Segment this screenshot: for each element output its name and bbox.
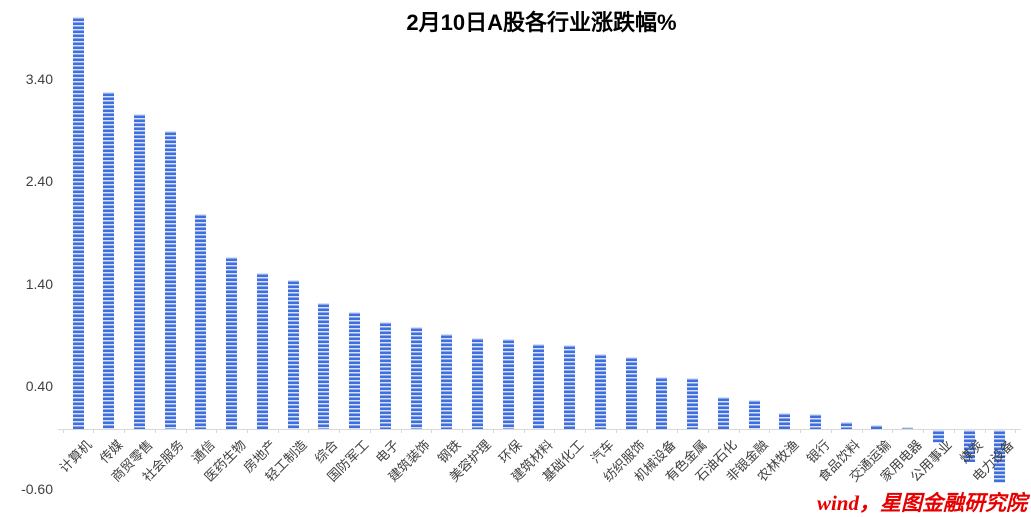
bar-房地产 [256,273,268,429]
x-axis-tick [830,429,832,433]
bar-综合 [318,302,330,429]
bar-通信 [195,213,207,429]
bar-机械设备 [656,376,668,429]
bar-交通运输 [871,424,883,429]
bar-商贸零售 [133,114,145,429]
x-axis-category-label: 计算机 [56,437,95,476]
x-axis-tick [124,429,126,433]
bar-国防军工 [349,312,361,429]
bar-社会服务 [164,130,176,429]
x-axis-tick [185,429,187,433]
x-axis-tick [369,429,371,433]
y-axis-tick-label: 2.40 [25,173,53,189]
x-axis-tick [646,429,648,433]
bar-医药生物 [226,256,238,429]
x-axis-tick [523,429,525,433]
bar-非银金融 [748,400,760,429]
x-axis-tick [400,429,402,433]
x-axis-tick [492,429,494,433]
bar-电子 [379,322,391,429]
x-axis-tick [738,429,740,433]
x-axis-line [58,429,1021,430]
x-axis-tick [953,429,955,433]
x-axis-tick [277,429,279,433]
x-axis-tick [892,429,894,433]
bar-煤炭 [963,430,975,462]
bar-电力设备 [994,430,1006,484]
x-axis-tick [154,429,156,433]
bar-钢铁 [441,333,453,429]
y-axis-tick-label: 0.40 [25,378,53,394]
bar-有色金属 [687,377,699,429]
bar-食品饮料 [840,421,852,429]
bar-农林牧渔 [779,412,791,429]
x-axis-tick [585,429,587,433]
y-axis-tick-label: -0.60 [21,480,53,497]
x-axis-tick [554,429,556,433]
chart-title: 2月10日A股各行业涨跌幅% [406,10,677,35]
bar-银行 [810,413,822,429]
x-axis-tick [93,429,95,433]
bar-纺织服饰 [625,357,637,429]
watermark-text: wind，星图金融研究院 [816,491,1027,515]
x-axis-tick [1015,429,1017,433]
x-axis-tick [923,429,925,433]
x-axis-tick [769,429,771,433]
y-axis-tick-label: 3.40 [25,70,53,87]
x-axis-tick [462,429,464,433]
bar-计算机 [72,16,84,429]
x-axis-tick [984,429,986,433]
x-axis-tick [216,429,218,433]
x-axis-tick [800,429,802,433]
x-axis-tick [615,429,617,433]
x-axis-tick [339,429,341,433]
bar-家用电器 [902,426,914,429]
bar-建筑装饰 [410,326,422,429]
x-axis-tick [308,429,310,433]
bar-建筑材料 [533,343,545,429]
bar-基础化工 [564,344,576,429]
bar-传媒 [103,91,115,429]
x-axis-tick [707,429,709,433]
bar-公用事业 [932,430,944,444]
bar-汽车 [594,354,606,429]
bar-轻工制造 [287,280,299,429]
y-axis-tick-label: 1.40 [25,275,53,292]
x-axis-tick [861,429,863,433]
bar-美容护理 [471,337,483,429]
bar-环保 [502,338,514,429]
x-axis-tick [247,429,248,433]
x-axis-tick [677,429,679,433]
x-axis-tick [431,429,433,433]
bar-石油石化 [717,397,729,429]
x-axis-tick [62,429,64,433]
